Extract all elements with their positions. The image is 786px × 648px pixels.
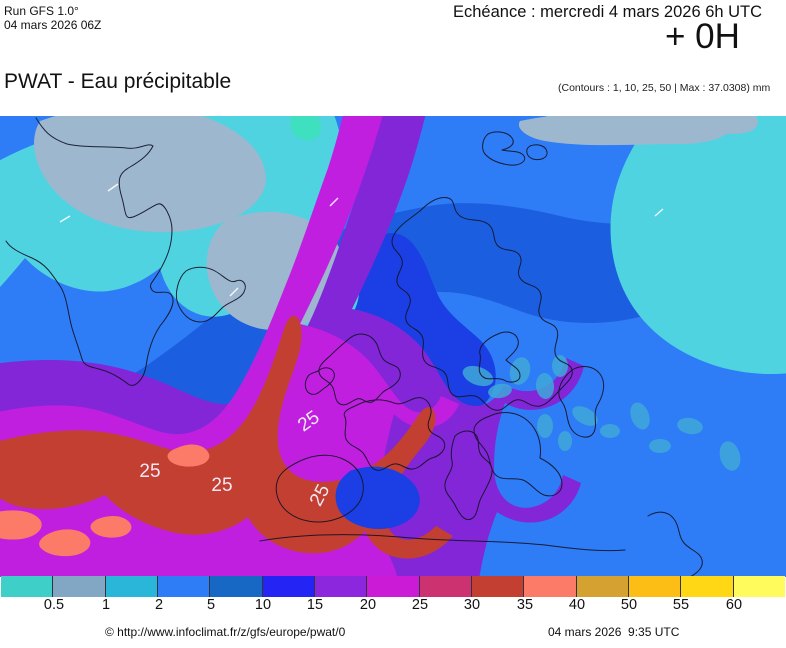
svg-text:25: 25 — [139, 461, 160, 482]
svg-text:25: 25 — [211, 475, 232, 496]
